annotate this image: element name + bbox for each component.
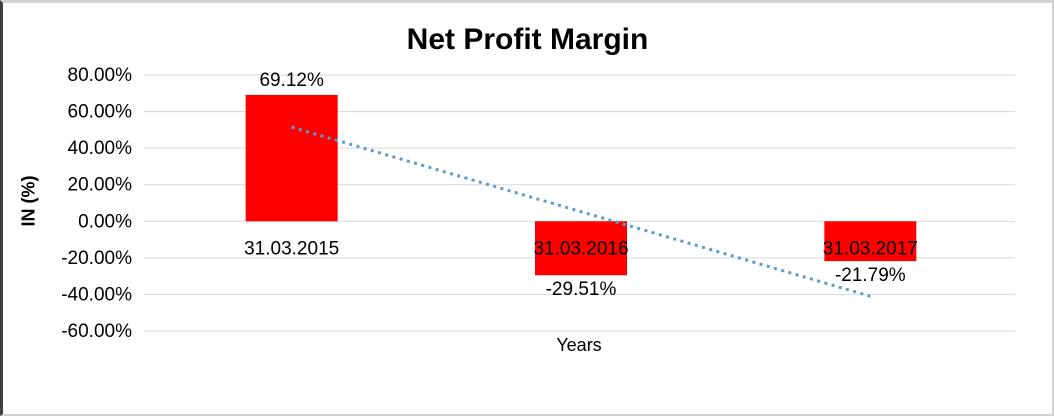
chart-plot-area: 80.00% 60.00% 40.00% 20.00% 0.00% -20.00% -40.…	[61, 65, 1015, 342]
chart-title: Net Profit Margin	[406, 23, 649, 56]
category-label: 31.03.2015	[244, 238, 339, 259]
data-label: -21.79%	[835, 265, 906, 286]
y-tick-label: 40.00%	[68, 138, 133, 159]
data-label: 69.12%	[259, 70, 324, 91]
trendline	[291, 125, 871, 298]
bar	[245, 94, 338, 222]
x-axis-title: Years	[556, 335, 602, 355]
y-tick-label: 0.00%	[78, 211, 132, 232]
bar	[535, 221, 627, 276]
y-tick-label: 80.00%	[68, 65, 133, 86]
y-tick-label: 60.00%	[68, 102, 133, 123]
y-tick-label: -60.00%	[61, 321, 132, 342]
bar	[824, 221, 917, 262]
y-tick-label: -40.00%	[61, 284, 132, 305]
y-tick-label: 20.00%	[68, 175, 133, 196]
category-label: 31.03.2017	[823, 238, 918, 259]
y-tick-label: -20.00%	[61, 248, 132, 269]
category-label: 31.03.2016	[533, 238, 628, 259]
data-label: -29.51%	[546, 279, 617, 300]
